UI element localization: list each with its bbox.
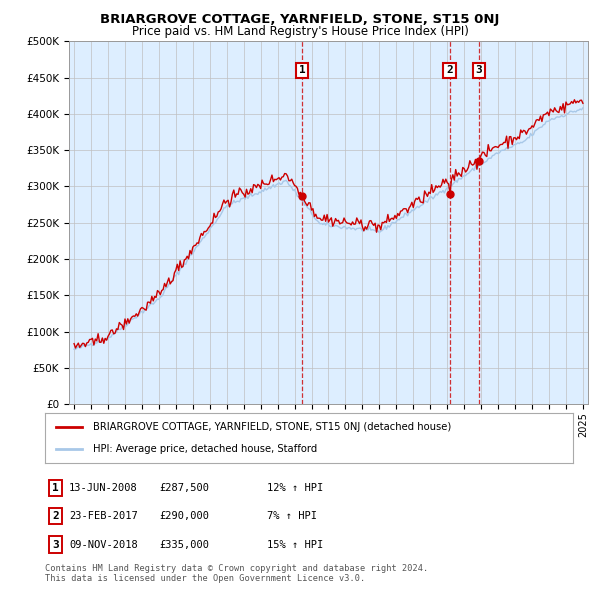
Text: 7% ↑ HPI: 7% ↑ HPI <box>267 512 317 521</box>
Text: Price paid vs. HM Land Registry's House Price Index (HPI): Price paid vs. HM Land Registry's House … <box>131 25 469 38</box>
Text: 12% ↑ HPI: 12% ↑ HPI <box>267 483 323 493</box>
Text: 3: 3 <box>475 65 482 76</box>
Text: 2: 2 <box>446 65 453 76</box>
Text: 15% ↑ HPI: 15% ↑ HPI <box>267 540 323 549</box>
Text: 1: 1 <box>299 65 305 76</box>
Text: 1: 1 <box>52 483 59 493</box>
Text: 2: 2 <box>52 512 59 521</box>
Text: Contains HM Land Registry data © Crown copyright and database right 2024.
This d: Contains HM Land Registry data © Crown c… <box>45 563 428 583</box>
Text: 3: 3 <box>52 540 59 549</box>
Text: BRIARGROVE COTTAGE, YARNFIELD, STONE, ST15 0NJ (detached house): BRIARGROVE COTTAGE, YARNFIELD, STONE, ST… <box>92 422 451 432</box>
Text: £290,000: £290,000 <box>159 512 209 521</box>
Text: 23-FEB-2017: 23-FEB-2017 <box>69 512 138 521</box>
Text: HPI: Average price, detached house, Stafford: HPI: Average price, detached house, Staf… <box>92 444 317 454</box>
Text: 13-JUN-2008: 13-JUN-2008 <box>69 483 138 493</box>
Text: BRIARGROVE COTTAGE, YARNFIELD, STONE, ST15 0NJ: BRIARGROVE COTTAGE, YARNFIELD, STONE, ST… <box>100 13 500 26</box>
Text: 09-NOV-2018: 09-NOV-2018 <box>69 540 138 549</box>
Text: £287,500: £287,500 <box>159 483 209 493</box>
Text: £335,000: £335,000 <box>159 540 209 549</box>
